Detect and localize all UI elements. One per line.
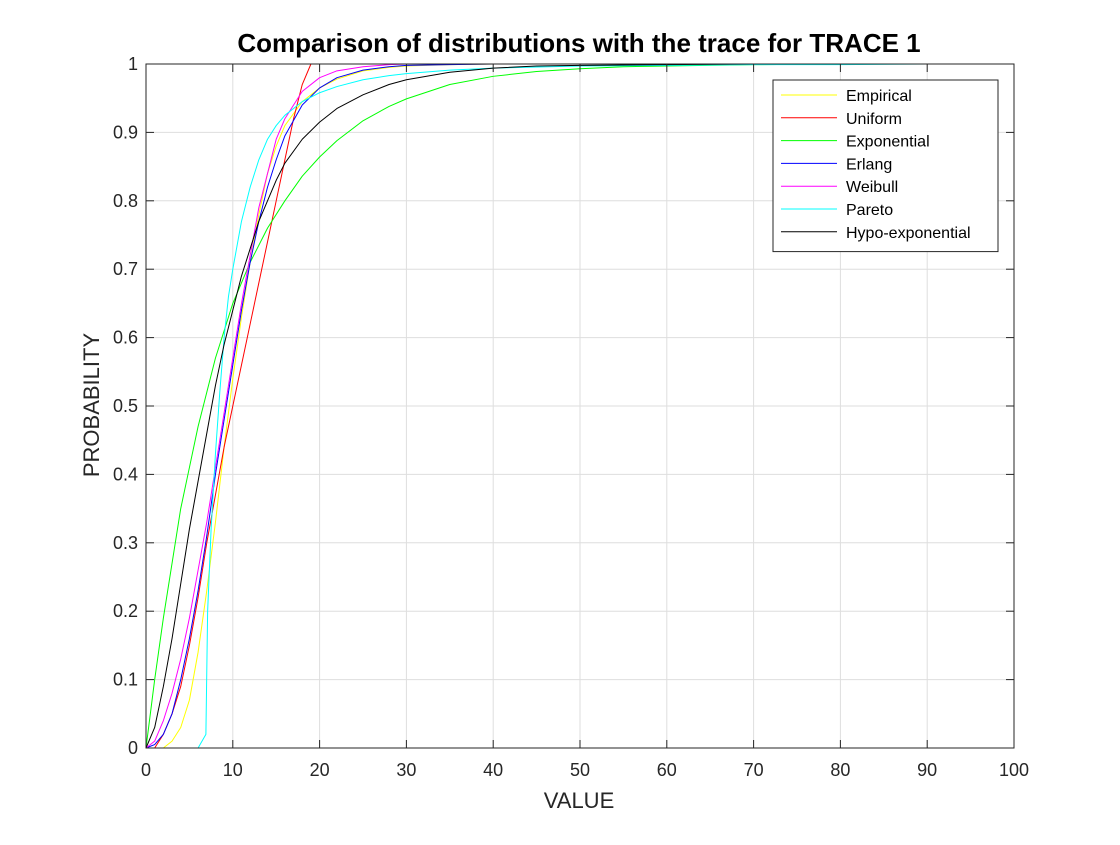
y-tick-label: 0.5: [113, 396, 138, 416]
x-tick-label: 60: [657, 760, 677, 780]
x-tick-label: 20: [310, 760, 330, 780]
legend-label-weibull: Weibull: [846, 179, 898, 196]
x-axis-label: VALUE: [544, 788, 615, 813]
y-tick-label: 0.2: [113, 601, 138, 621]
legend-label-uniform: Uniform: [846, 111, 902, 128]
x-tick-label: 0: [141, 760, 151, 780]
x-tick-label: 30: [396, 760, 416, 780]
x-tick-label: 50: [570, 760, 590, 780]
legend-label-hypo-exponential: Hypo-exponential: [846, 225, 971, 242]
legend: Empirical Uniform Exponential Erlang Weibull…: [772, 79, 999, 253]
y-tick-label: 1: [128, 54, 138, 74]
data-series: [145, 63, 1014, 749]
series-line-exponential: [145, 63, 1014, 749]
x-tick-label: 40: [483, 760, 503, 780]
legend-label-exponential: Exponential: [846, 134, 930, 151]
series-line-erlang: [145, 63, 1014, 749]
y-tick-label: 0.8: [113, 191, 138, 211]
x-tick-label: 10: [223, 760, 243, 780]
legend-box: [772, 79, 999, 253]
y-tick-label: 0.7: [113, 259, 138, 279]
y-tick-label: 0.9: [113, 122, 138, 142]
series-line-uniform: [146, 63, 1014, 749]
x-tick-label: 100: [999, 760, 1029, 780]
series-line-hypo-exponential: [145, 63, 1014, 749]
legend-label-pareto: Pareto: [846, 202, 893, 219]
y-tick-label: 0.3: [113, 533, 138, 553]
chart-title: Comparison of distributions with the tra…: [237, 28, 920, 58]
y-tick-label: 0.4: [113, 464, 138, 484]
x-tick-label: 70: [744, 760, 764, 780]
axes: 0 10 20 30 40 50 60 70 80 90 100 0 0.1 0.2 0.3 0.4 0.5 0.…: [113, 54, 1029, 780]
y-tick-label: 0.1: [113, 670, 138, 690]
y-tick-label: 0: [128, 738, 138, 758]
y-axis-label: PROBABILITY: [79, 333, 104, 478]
x-tick-label: 80: [830, 760, 850, 780]
legend-label-erlang: Erlang: [846, 156, 892, 173]
y-tick-label: 0.6: [113, 328, 138, 348]
series-line-pareto: [146, 63, 1014, 749]
x-tick-label: 90: [917, 760, 937, 780]
legend-label-empirical: Empirical: [846, 88, 912, 105]
